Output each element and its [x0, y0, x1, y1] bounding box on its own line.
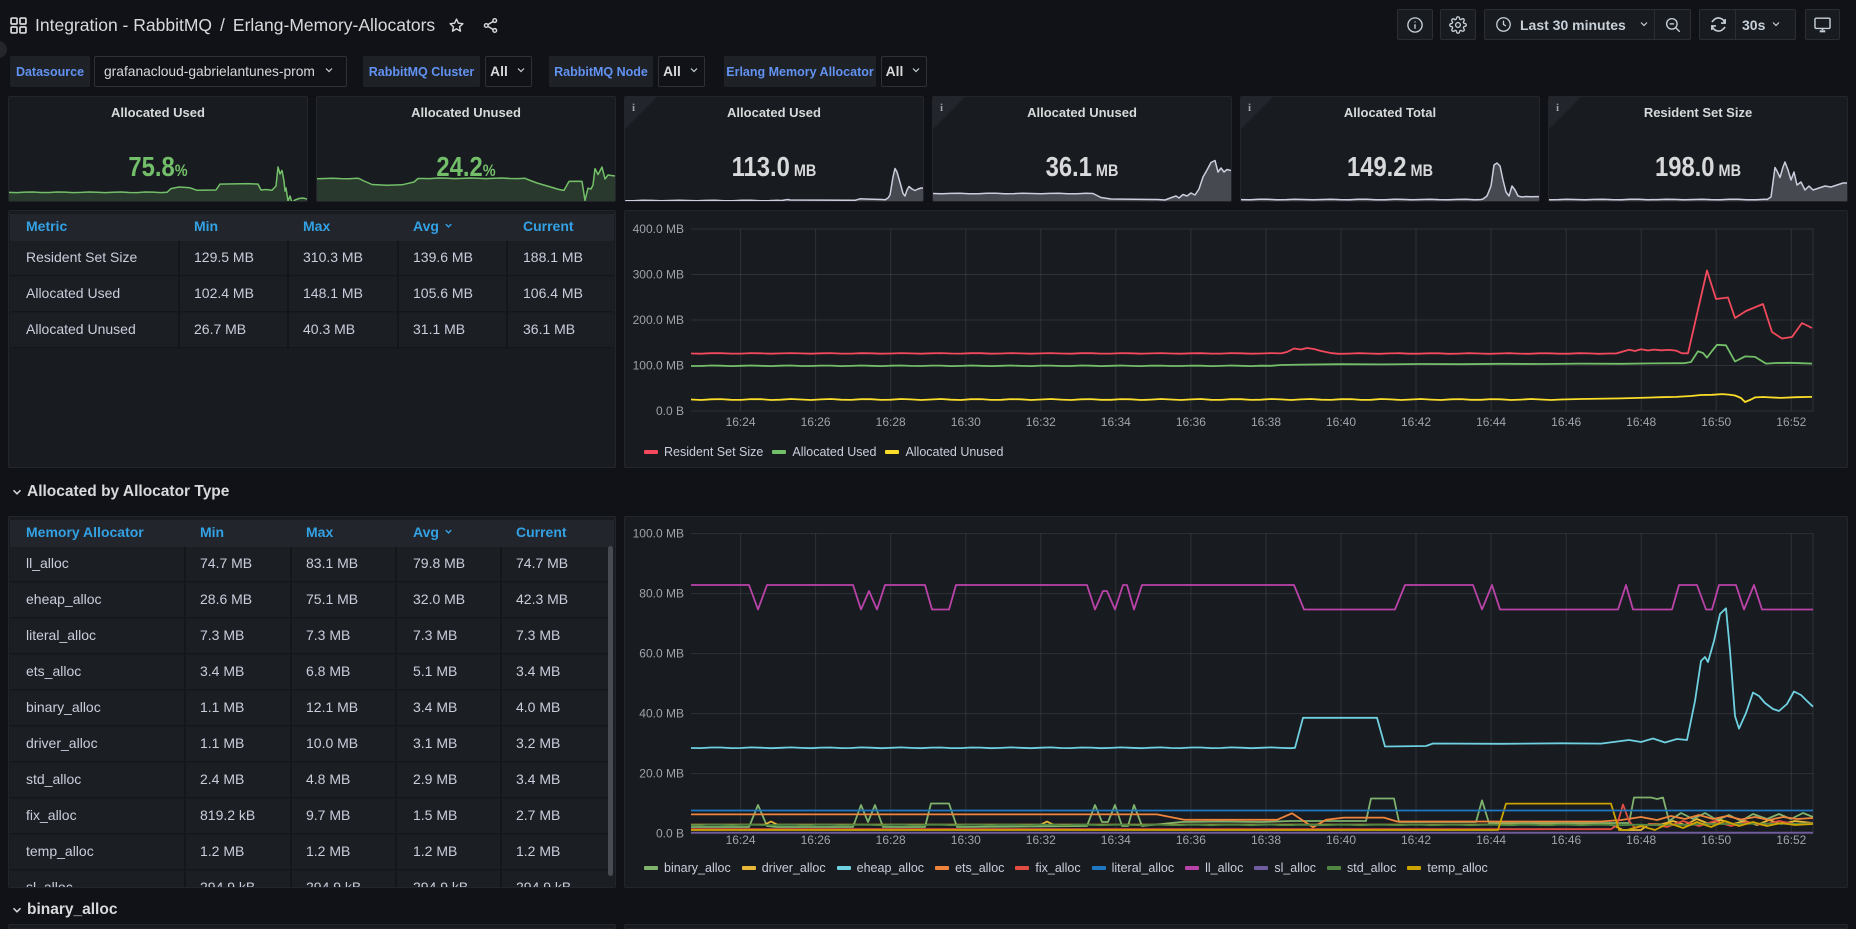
svg-text:0.0 B: 0.0 B: [656, 404, 684, 418]
svg-text:16:34: 16:34: [1101, 415, 1131, 429]
svg-text:16:28: 16:28: [876, 833, 906, 847]
svg-text:16:36: 16:36: [1176, 415, 1206, 429]
svg-text:16:40: 16:40: [1326, 833, 1356, 847]
svg-text:16:42: 16:42: [1401, 833, 1431, 847]
svg-text:16:38: 16:38: [1251, 833, 1281, 847]
svg-text:16:50: 16:50: [1701, 415, 1731, 429]
svg-text:16:52: 16:52: [1776, 415, 1806, 429]
svg-text:16:26: 16:26: [801, 833, 831, 847]
svg-text:16:48: 16:48: [1626, 833, 1656, 847]
svg-text:20.0 MB: 20.0 MB: [639, 767, 684, 781]
svg-text:16:50: 16:50: [1701, 833, 1731, 847]
svg-text:16:44: 16:44: [1476, 833, 1506, 847]
svg-text:0.0 B: 0.0 B: [656, 827, 684, 841]
svg-text:16:24: 16:24: [726, 833, 756, 847]
svg-text:300.0 MB: 300.0 MB: [633, 268, 684, 282]
svg-text:16:46: 16:46: [1551, 833, 1581, 847]
svg-text:16:42: 16:42: [1401, 415, 1431, 429]
svg-text:i: i: [1248, 102, 1251, 114]
svg-text:16:32: 16:32: [1026, 415, 1056, 429]
svg-text:100.0 MB: 100.0 MB: [633, 527, 684, 541]
svg-text:16:48: 16:48: [1626, 415, 1656, 429]
svg-text:16:32: 16:32: [1026, 833, 1056, 847]
svg-text:60.0 MB: 60.0 MB: [639, 647, 684, 661]
svg-text:200.0 MB: 200.0 MB: [633, 313, 684, 327]
svg-text:16:36: 16:36: [1176, 833, 1206, 847]
svg-text:40.0 MB: 40.0 MB: [639, 707, 684, 721]
svg-text:i: i: [1556, 102, 1559, 114]
svg-text:16:38: 16:38: [1251, 415, 1281, 429]
svg-text:80.0 MB: 80.0 MB: [639, 587, 684, 601]
svg-text:16:40: 16:40: [1326, 415, 1356, 429]
svg-text:16:46: 16:46: [1551, 415, 1581, 429]
svg-text:100.0 MB: 100.0 MB: [633, 359, 684, 373]
svg-text:16:26: 16:26: [801, 415, 831, 429]
svg-text:16:52: 16:52: [1776, 833, 1806, 847]
svg-text:16:34: 16:34: [1101, 833, 1131, 847]
svg-text:16:30: 16:30: [951, 833, 981, 847]
svg-text:16:28: 16:28: [876, 415, 906, 429]
svg-text:16:44: 16:44: [1476, 415, 1506, 429]
svg-text:i: i: [940, 102, 943, 114]
svg-text:16:24: 16:24: [726, 415, 756, 429]
svg-text:i: i: [632, 102, 635, 114]
svg-text:16:30: 16:30: [951, 415, 981, 429]
svg-text:400.0 MB: 400.0 MB: [633, 222, 684, 236]
